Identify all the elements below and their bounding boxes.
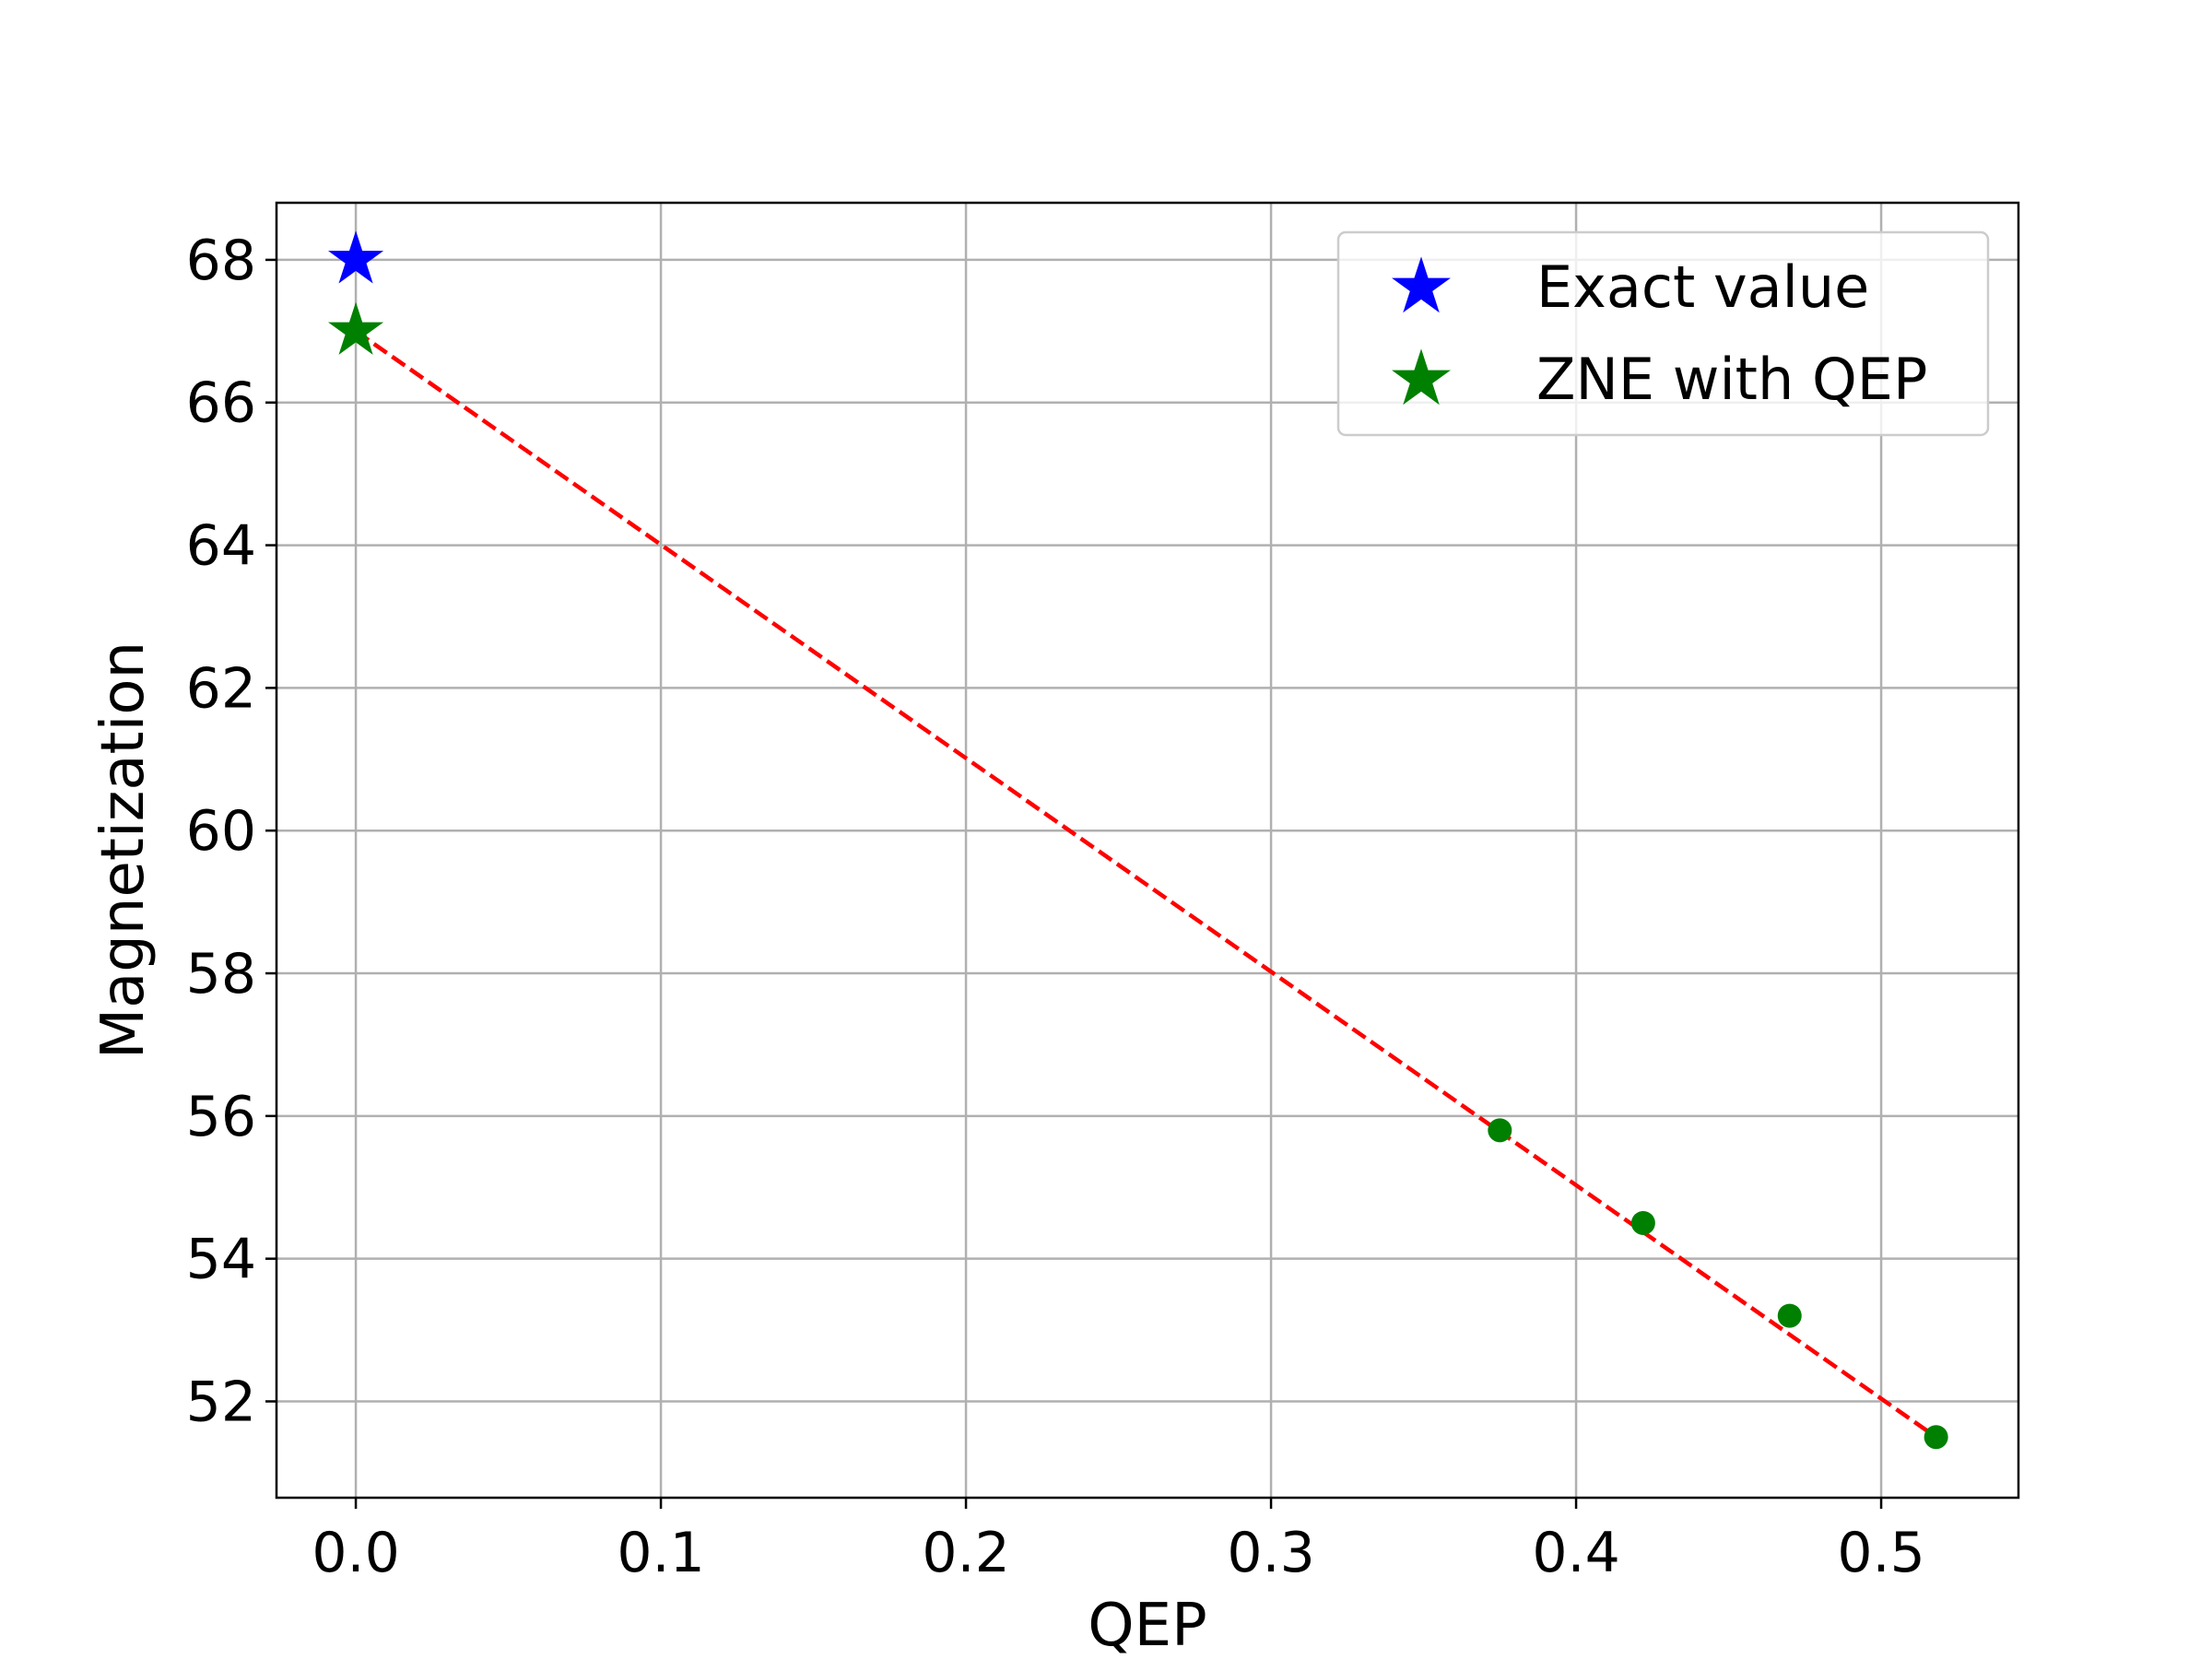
data-point-1 <box>1630 1210 1655 1235</box>
legend: Exact value ZNE with QEP <box>1336 230 1990 437</box>
x-tick-label: 0.5 <box>1837 1521 1924 1585</box>
x-tick-label: 0.4 <box>1532 1521 1619 1585</box>
y-tick-label: 54 <box>186 1228 256 1292</box>
x-axis-ticks: 0.0 0.1 0.2 0.3 0.4 0.5 <box>312 1498 1925 1585</box>
star-marker-1 <box>327 301 384 355</box>
data-point-0 <box>1488 1118 1512 1143</box>
x-tick-label: 0.2 <box>922 1521 1009 1585</box>
data-points <box>327 230 1948 1450</box>
fit-line-group <box>354 329 1937 1440</box>
legend-label: ZNE with QEP <box>1536 346 1927 413</box>
data-point-2 <box>1777 1303 1802 1328</box>
y-tick-label: 68 <box>186 229 256 293</box>
y-axis-ticks: 52 54 56 58 60 62 64 66 68 <box>186 229 276 1434</box>
y-tick-label: 56 <box>186 1085 256 1149</box>
y-tick-label: 62 <box>186 656 256 721</box>
plot-frame <box>275 201 2020 1500</box>
data-point-3 <box>1924 1425 1948 1450</box>
x-axis-label: QEP <box>1088 1592 1206 1659</box>
y-tick-label: 52 <box>186 1370 256 1434</box>
fit-line <box>354 329 1937 1440</box>
legend-label: Exact value <box>1536 253 1869 321</box>
y-tick-label: 60 <box>186 799 256 864</box>
y-tick-label: 66 <box>186 371 256 436</box>
legend-marker-0 <box>1392 256 1451 313</box>
y-tick-label: 58 <box>186 942 256 1006</box>
legend-marker-1 <box>1392 348 1451 406</box>
legend-box <box>1336 230 1990 437</box>
y-axis-label: Magnetization <box>89 641 158 1059</box>
star-marker-0 <box>327 230 384 284</box>
x-tick-label: 0.0 <box>312 1521 399 1585</box>
x-tick-label: 0.1 <box>617 1521 704 1585</box>
x-tick-label: 0.3 <box>1227 1521 1314 1585</box>
y-tick-label: 64 <box>186 514 256 579</box>
